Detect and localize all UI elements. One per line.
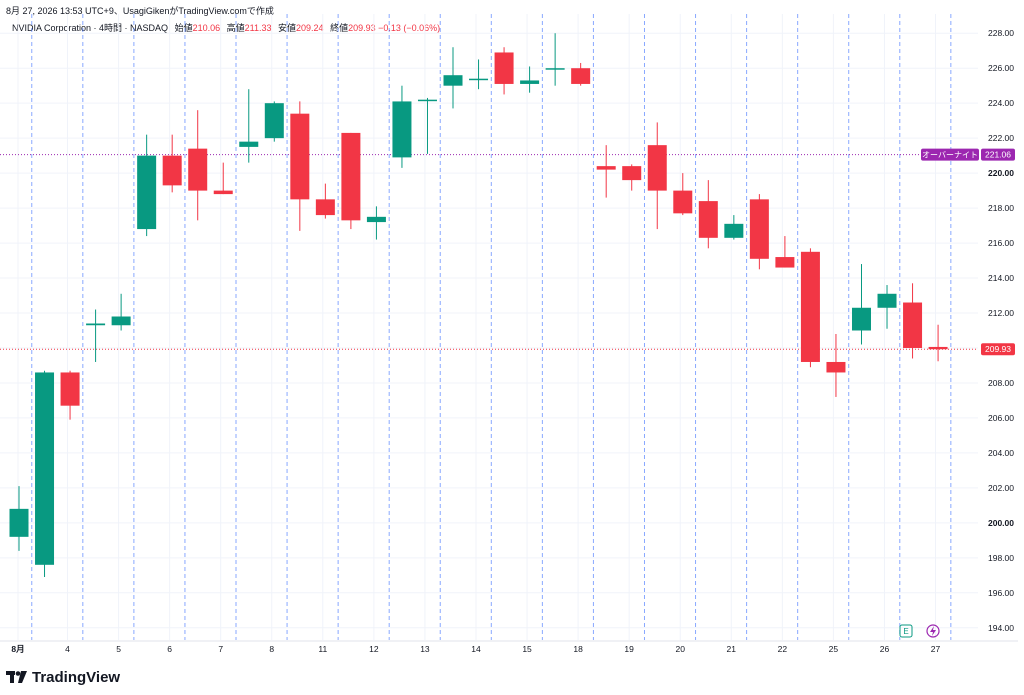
x-tick-label: 26 [880,644,890,654]
candle-body[interactable] [800,251,820,362]
overnight-price-tag [981,148,1015,161]
overnight-tag-label: オーバーナイト [922,151,978,160]
x-tick-label: 7 [218,644,223,654]
x-tick-label: 11 [318,644,327,654]
y-tick-label: 206.00 [988,413,1014,423]
symbol-title: NVIDIA Corporation · 4時間 · NASDAQ [12,23,169,33]
candle-body[interactable] [35,372,55,565]
x-tick-label: 6 [167,644,172,654]
y-tick-label: 208.00 [988,378,1014,388]
x-tick-label: 22 [778,644,788,654]
close-label: 終値 [330,23,349,33]
candle-body[interactable] [315,199,335,216]
candle-body[interactable] [162,155,182,186]
overnight-tag [921,148,979,161]
x-tick-label: 15 [522,644,532,654]
y-tick-label: 200.00 [988,518,1014,528]
y-tick-label: 218.00 [988,203,1014,213]
last-price-value: 209.93 [985,344,1011,354]
candle-body[interactable] [417,99,437,102]
overnight-price-value: 221.06 [985,150,1011,160]
open-value: 210.06 [192,23,221,33]
candle-body[interactable] [596,166,616,170]
x-tick-label: 19 [624,644,634,654]
candle-body[interactable] [239,141,259,147]
tradingview-footer: TradingView [6,666,120,688]
y-tick-label: 214.00 [988,273,1014,283]
close-value: 209.93 [348,23,376,33]
candle-body[interactable] [188,148,208,191]
y-tick-label: 224.00 [988,98,1014,108]
candle-body[interactable] [698,201,718,238]
high-value: 211.33 [244,23,272,33]
candle-body[interactable] [86,323,106,326]
candle-body[interactable] [851,307,871,331]
y-tick-label: 198.00 [988,553,1014,563]
x-tick-label: 20 [675,644,685,654]
lightning-glyph [930,626,936,636]
candle-body[interactable] [724,223,744,238]
y-tick-label: 202.00 [988,483,1014,493]
candle-body[interactable] [826,361,846,373]
x-tick-label: 13 [420,644,430,654]
low-value: 209.24 [296,23,324,33]
candle-body[interactable] [494,52,514,84]
earnings-event-glyph: E [903,627,908,636]
x-tick-label: 27 [931,644,941,654]
candle-body[interactable] [928,346,948,350]
x-tick-label: 12 [369,644,379,654]
lightning-event-icon[interactable] [926,624,940,638]
candle-body[interactable] [60,372,80,406]
x-tick-label: 4 [65,644,70,654]
candle-body[interactable] [290,113,310,200]
candle-body[interactable] [264,103,284,139]
x-tick-label: 18 [573,644,583,654]
open-label: 始値 [174,23,193,33]
chart-caption: 8月 27, 2026 13:53 UTC+9、UsagiGikenがTradi… [6,4,274,17]
candle-body[interactable] [341,132,361,221]
candle-body[interactable] [571,68,591,84]
x-tick-label: 14 [471,644,481,654]
x-tick-label: 25 [829,644,839,654]
y-tick-label: 226.00 [988,63,1014,73]
candle-body[interactable] [366,216,386,223]
candle-body[interactable] [749,199,769,259]
candle-body[interactable] [877,293,897,308]
y-tick-label: 222.00 [988,133,1014,143]
candle-body[interactable] [443,75,463,86]
y-tick-label: 204.00 [988,448,1014,458]
y-tick-label: 216.00 [988,238,1014,248]
x-tick-label: 21 [727,644,737,654]
earnings-event-icon[interactable] [899,624,913,638]
candle-body[interactable] [9,508,29,537]
candle-body[interactable] [545,68,565,70]
candle-body[interactable] [520,80,540,84]
candle-body[interactable] [137,155,157,230]
x-tick-label: 5 [116,644,121,654]
x-tick-label: 8 [269,644,274,654]
tradingview-brand: TradingView [32,668,121,686]
candle-body[interactable] [647,145,667,191]
tradingview-logo-icon [6,671,27,683]
caption-text: 8月 27, 2026 13:53 UTC+9、UsagiGikenがTradi… [6,6,274,16]
candle-body[interactable] [903,302,923,348]
candle-body[interactable] [775,257,795,268]
y-tick-label: 212.00 [988,308,1014,318]
candle-body[interactable] [673,190,693,214]
x-tick-label: 8月 [11,644,24,654]
candle-body[interactable] [392,101,412,158]
last-price-tag [981,343,1015,356]
candle-body[interactable] [111,316,131,326]
y-tick-label: 228.00 [988,28,1014,38]
y-tick-label: 196.00 [988,588,1014,598]
candle-body[interactable] [213,190,233,195]
candle-body[interactable] [622,166,642,181]
candlestick-chart[interactable]: 194.00 196.00 198.00 200.00 202.00 204.00 206.… [0,0,1024,665]
y-tick-label: 220.00 [988,168,1014,178]
change-value: −0.13 (−0.06%) [378,23,441,33]
y-tick-label: 194.00 [988,623,1014,633]
candle-body[interactable] [469,78,489,81]
